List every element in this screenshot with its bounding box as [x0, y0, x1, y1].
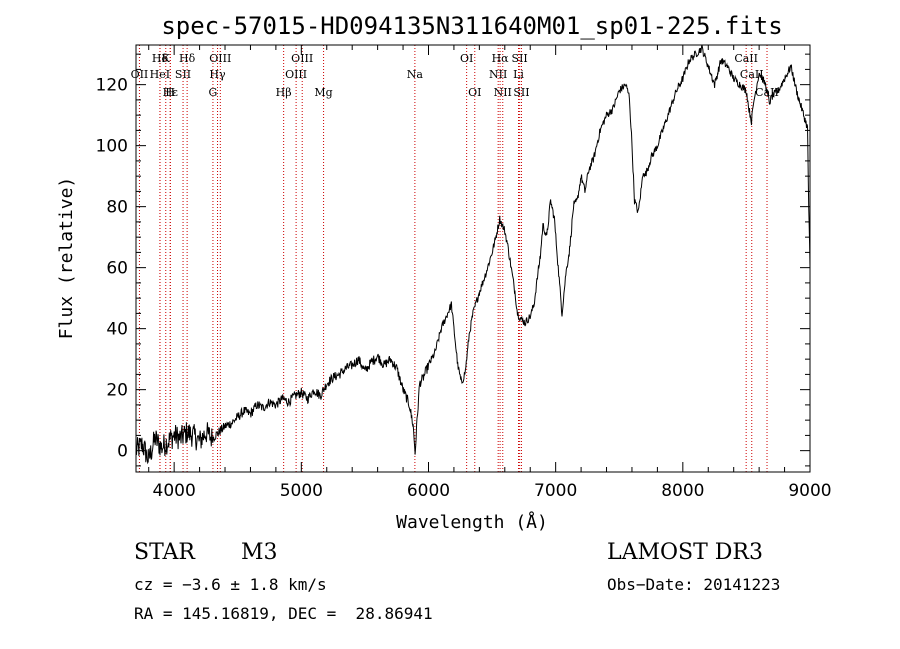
line-label-15: Na [407, 68, 424, 81]
line-label-17: OI [468, 86, 481, 99]
line-label-19: NII [489, 68, 507, 81]
x-tick-label-5: 9000 [788, 481, 831, 501]
spectral-line-marks [138, 45, 768, 472]
line-label-24: CaII [734, 52, 758, 65]
x-tick-label-1: 5000 [280, 481, 323, 501]
line-label-3: K [162, 52, 171, 65]
y-tick-label-6: 120 [96, 76, 128, 96]
x-axis-label: Wavelength (Å) [396, 511, 548, 533]
y-tick-label-3: 60 [106, 259, 128, 279]
y-axis-ticks: 0 20 40 60 80 100 120 [96, 53, 810, 467]
line-label-18: Hα [492, 52, 510, 65]
x-axis-ticks: 4000 5000 6000 7000 8000 9000 [148, 45, 832, 501]
line-label-6: SII [175, 68, 191, 81]
line-label-21: SII [512, 52, 528, 65]
coordinates: RA = 145.16819, DEC = 28.86941 [134, 604, 433, 623]
plot-frame [135, 44, 811, 473]
line-label-11: OIII [285, 68, 307, 81]
observation-date: Obs−Date: 20141223 [607, 575, 780, 594]
x-tick-label-4: 8000 [661, 481, 704, 501]
line-label-16: OI [460, 52, 473, 65]
line-label-14: Mg [314, 86, 332, 99]
line-label-8: OIII [209, 52, 231, 65]
line-label-25: CaII [740, 68, 764, 81]
y-tick-label-4: 80 [106, 198, 128, 218]
x-tick-label-2: 6000 [407, 481, 450, 501]
line-label-13: Hβ [276, 86, 292, 99]
y-tick-label-2: 40 [106, 320, 128, 340]
line-label-10: G [209, 86, 218, 99]
y-tick-label-1: 20 [106, 381, 128, 401]
line-label-2: Hε [163, 86, 179, 99]
line-label-4: H [165, 86, 175, 99]
line-label-12: OIII [291, 52, 313, 65]
x-tick-label-0: 4000 [153, 481, 196, 501]
y-axis-label: Flux (relative) [56, 177, 77, 340]
survey-name: LAMOST DR3 [607, 540, 763, 565]
subclass: M3 [241, 540, 278, 565]
redshift-cz: cz = −3.6 ± 1.8 km/s [134, 575, 327, 594]
y-tick-label-5: 100 [96, 137, 128, 157]
line-label-23: SII [513, 86, 529, 99]
object-type: STAR [134, 540, 196, 565]
line-label-5: HeI [150, 68, 170, 81]
line-label-0: Hδ [152, 52, 169, 65]
y-tick-label-0: 0 [117, 442, 128, 462]
spectrum-line [135, 44, 811, 465]
line-label-22: Li [513, 68, 524, 81]
line-label-7: Hδ [179, 52, 196, 65]
x-tick-label-3: 7000 [534, 481, 577, 501]
chart-title: spec-57015-HD094135N311640M01_sp01-225.f… [161, 12, 782, 40]
line-label-9: Hγ [209, 68, 226, 81]
line-label-20: NII [494, 86, 512, 99]
line-label-1: OII [131, 68, 149, 81]
